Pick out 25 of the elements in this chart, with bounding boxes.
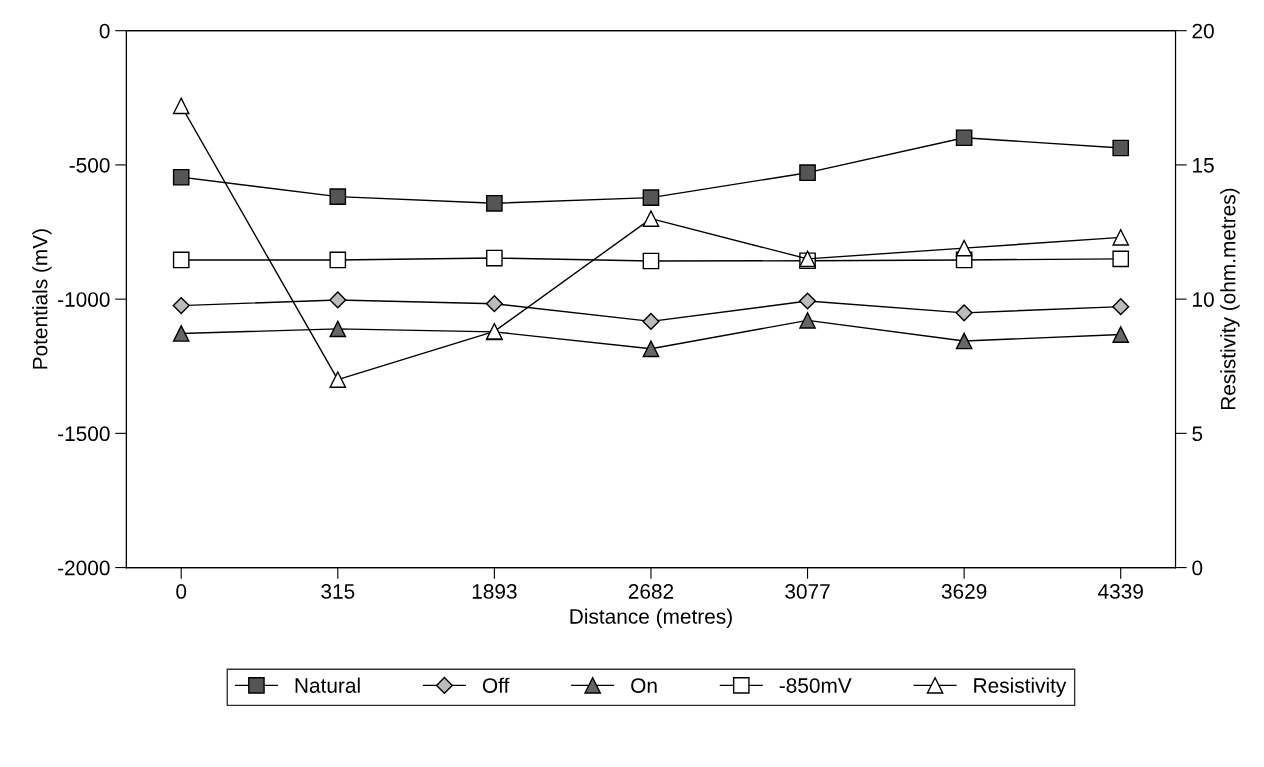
y2-tick-label: 10 bbox=[1193, 292, 1214, 307]
legend-label: Resistivity bbox=[974, 677, 1067, 698]
x-tick-label: 315 bbox=[321, 584, 355, 599]
y-tick-label: -2000 bbox=[58, 560, 110, 576]
x-axis-title: Distance (metres) bbox=[570, 608, 732, 628]
x-tick-label: 3077 bbox=[785, 584, 830, 599]
legend-label: On bbox=[631, 678, 657, 693]
y-tick-label: -500 bbox=[69, 157, 110, 173]
x-tick-label: 3629 bbox=[941, 584, 987, 599]
y2-tick-label: 5 bbox=[1192, 426, 1203, 442]
x-tick-label: 4339 bbox=[1098, 584, 1143, 599]
y-tick-label: -1000 bbox=[58, 292, 110, 307]
y-tick-label: -1500 bbox=[58, 426, 110, 442]
y2-tick-label: 0 bbox=[1192, 560, 1203, 576]
x-tick-label: 2682 bbox=[628, 584, 674, 599]
x-tick-label: 0 bbox=[176, 584, 187, 599]
y2-tick-label: 20 bbox=[1192, 23, 1214, 39]
y2-axis-title: Resistivity (ohm.metres) bbox=[1220, 188, 1240, 410]
legend-label: Off bbox=[482, 677, 510, 693]
legend-label: Natural bbox=[295, 677, 360, 693]
y-tick-label: 0 bbox=[99, 23, 110, 39]
y-axis-title: Potentials (mV) bbox=[32, 229, 52, 369]
legend-label: -850mV bbox=[779, 678, 852, 693]
x-tick-label: 1893 bbox=[472, 584, 517, 599]
y2-tick-label: 15 bbox=[1193, 158, 1214, 173]
